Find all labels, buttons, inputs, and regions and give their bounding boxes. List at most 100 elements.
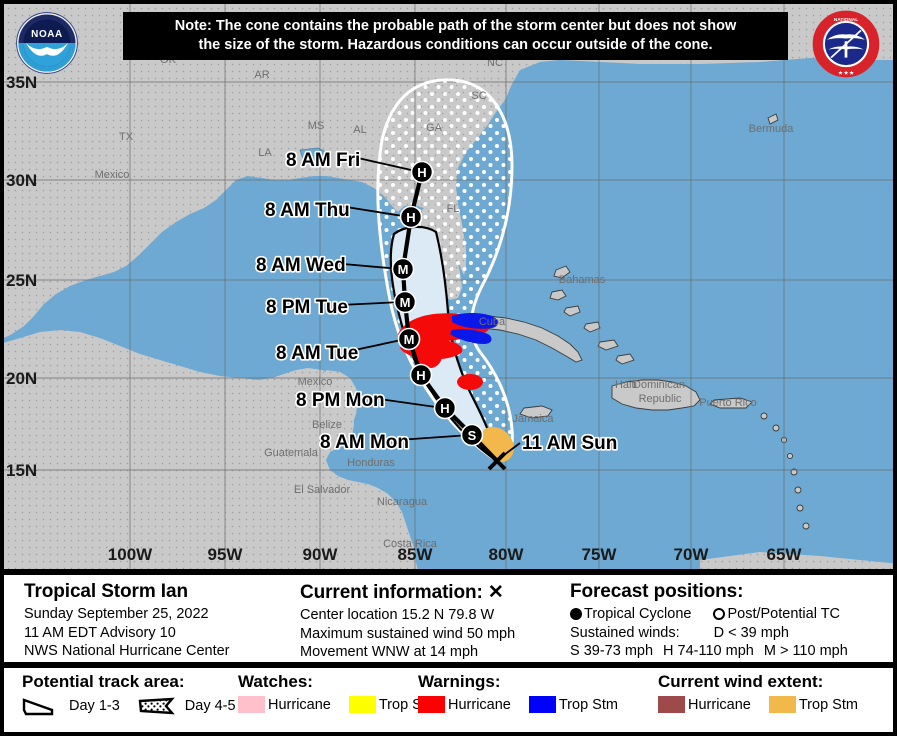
coordinate-labels: 35N 30N 25N 20N 15N 100W 95W 90W 85W 80W 75W 70W 65W xyxy=(6,73,802,564)
hurricane-class: H 74-110 mph xyxy=(663,643,754,660)
geo-label-tx-7: TX xyxy=(119,131,134,143)
land-lesser-antilles xyxy=(760,412,810,530)
geo-label-republic-23: Republic xyxy=(639,393,682,405)
latitude-label-35n: 35N xyxy=(6,73,37,92)
warning-hurricane-label: Hurricane xyxy=(448,696,511,713)
land-puerto-rico xyxy=(709,397,753,409)
nws-logo: NATIONAL ★ ★ ★ xyxy=(812,10,880,78)
tropical-cyclone-label: Tropical Cyclone xyxy=(584,606,692,622)
day-4-5-label: Day 4-5 xyxy=(184,698,236,714)
wind-extent-heading: Current wind extent: xyxy=(658,672,824,691)
legend-item-watch-hurricane: Hurricane xyxy=(238,696,331,713)
geo-label-bahamas-19: Bahamas xyxy=(559,274,606,286)
advisory-number: 11 AM EDT Advisory 10 xyxy=(24,624,176,641)
svg-text:M: M xyxy=(404,332,415,347)
forecast-node-m-tue-8am: M xyxy=(397,327,421,351)
warning-hurricane-cuba-3 xyxy=(412,345,442,368)
warning-tropstm-label: Trop Stm xyxy=(558,696,618,713)
wind-tropstm-label: Trop Stm xyxy=(798,696,858,713)
forecast-map[interactable]: S H H M M xyxy=(0,0,897,572)
warning-areas xyxy=(398,313,498,390)
svg-text:H: H xyxy=(406,210,415,225)
svg-text:H: H xyxy=(416,368,425,383)
issuing-agency: NWS National Hurricane Center xyxy=(24,643,230,660)
forecast-time-label-8-am-tue: 8 AM Tue xyxy=(276,343,358,364)
legend-group-wind-extent: Current wind extent: Hurricane Trop Stm xyxy=(658,668,897,732)
svg-text:S: S xyxy=(468,428,477,443)
longitude-label-90w: 90W xyxy=(303,545,339,564)
forecast-symbol-legend: Tropical Cyclone Post/Potential TC xyxy=(570,605,897,624)
potential-track-heading: Potential track area: xyxy=(22,672,185,691)
longitude-label-80w: 80W xyxy=(489,545,525,564)
cone-disclaimer-note: Note: The cone contains the probable pat… xyxy=(123,12,788,61)
geo-label-mexico-10: Mexico xyxy=(95,169,130,181)
wind-hurricane-swatch xyxy=(658,696,685,713)
geo-label-mexico-11: Mexico xyxy=(298,376,333,388)
forecast-time-label-8-am-mon: 8 AM Mon xyxy=(320,432,409,453)
longitude-label-85w: 85W xyxy=(398,545,434,564)
longitude-label-65w: 65W xyxy=(767,545,803,564)
map-legend-panel: Potential track area: Day 1-3 xyxy=(0,665,897,736)
forecast-node-m-wed-8am: M xyxy=(391,257,415,281)
warning-hurricane-swatch xyxy=(418,696,445,713)
note-line-1: Note: The cone contains the probable pat… xyxy=(174,18,737,34)
land-bahamas xyxy=(549,265,635,365)
current-center-x-marker xyxy=(487,451,507,471)
geo-label-el-salvador-15: El Salvador xyxy=(294,484,351,496)
cone-day45-icon xyxy=(138,697,175,715)
max-sustained-wind: Maximum sustained wind 50 mph xyxy=(300,625,516,642)
warning-tropstm-cuba-2 xyxy=(450,329,492,344)
svg-text:H: H xyxy=(440,401,449,416)
major-hurricane-class: M > 110 mph xyxy=(763,643,848,660)
warning-tropstm-cuba-1 xyxy=(452,313,498,329)
post-potential-tc-label: Post/Potential TC xyxy=(727,606,841,622)
geo-label-la-8: LA xyxy=(258,147,272,159)
legend-group-watches: Watches: Hurricane Trop Stm xyxy=(238,668,438,732)
geo-label-ga-4: GA xyxy=(426,122,443,134)
geo-label-bermuda-25: Bermuda xyxy=(749,123,795,135)
sustained-winds-row: Sustained winds: D < 39 mph xyxy=(570,624,897,643)
svg-text:M: M xyxy=(400,295,411,310)
geo-label-dominican-22: Dominican xyxy=(633,379,685,391)
legend-item-warning-hurricane: Hurricane xyxy=(418,696,511,713)
forecast-time-label-8-am-fri: 8 AM Fri xyxy=(286,150,360,171)
forecast-time-label-8-pm-tue: 8 PM Tue xyxy=(266,297,348,318)
geo-label-cuba-18: Cuba xyxy=(479,316,506,328)
storm-class: S 39-73 mph xyxy=(570,643,654,660)
info-column-current: Current information: ✕ Center location 1… xyxy=(300,575,570,662)
warning-tropstm-swatch xyxy=(528,696,556,713)
forecast-node-h-tue-8am: H xyxy=(409,363,433,387)
depression-class: D < 39 mph xyxy=(713,624,789,641)
land-hispaniola xyxy=(611,379,701,411)
svg-text:NOAA: NOAA xyxy=(31,29,63,40)
forecast-positions-heading: Forecast positions: xyxy=(570,581,744,602)
info-column-storm: Tropical Storm Ian Sunday September 25, … xyxy=(0,575,300,662)
forecast-node-h-thu-8am: H xyxy=(399,205,423,229)
legend-group-potential-track: Potential track area: Day 1-3 xyxy=(0,668,238,732)
warning-hurricane-isle xyxy=(457,374,483,390)
open-circle-icon xyxy=(713,608,726,621)
legend-item-wind-hurricane: Hurricane xyxy=(658,696,751,713)
advisory-date: Sunday September 25, 2022 xyxy=(24,606,209,622)
geo-label-nicaragua-16: Nicaragua xyxy=(377,496,428,508)
current-information-label: Current information: xyxy=(300,582,483,603)
legend-group-warnings: Warnings: Hurricane Trop Stm xyxy=(418,668,658,732)
geo-label-guatemala-13: Guatemala xyxy=(264,447,319,459)
geo-label-al-3: AL xyxy=(353,124,366,136)
land-south-america xyxy=(700,552,897,569)
note-line-2: the size of the storm. Hazardous conditi… xyxy=(198,36,713,53)
geo-label-fl-9: FL xyxy=(447,203,460,215)
wind-tropstm-swatch xyxy=(768,696,796,713)
forecast-node-s-mon-8am: S xyxy=(460,423,484,447)
longitude-label-75w: 75W xyxy=(582,545,618,564)
land-bermuda xyxy=(767,113,779,125)
latitude-label-25n: 25N xyxy=(6,271,37,290)
forecast-time-label-11-am-sun: 11 AM Sun xyxy=(522,433,617,454)
geo-label-sc-5: SC xyxy=(471,90,486,102)
center-location: Center location 15.2 N 79.8 W xyxy=(300,607,495,623)
storm-name: Tropical Storm Ian xyxy=(24,581,188,602)
forecast-node-h-fri-8am: H xyxy=(410,160,434,184)
current-information-heading: Current information: ✕ xyxy=(300,581,570,604)
storm-info-panel: Tropical Storm Ian Sunday September 25, … xyxy=(0,572,897,665)
geo-label-ar-1: AR xyxy=(254,69,269,81)
